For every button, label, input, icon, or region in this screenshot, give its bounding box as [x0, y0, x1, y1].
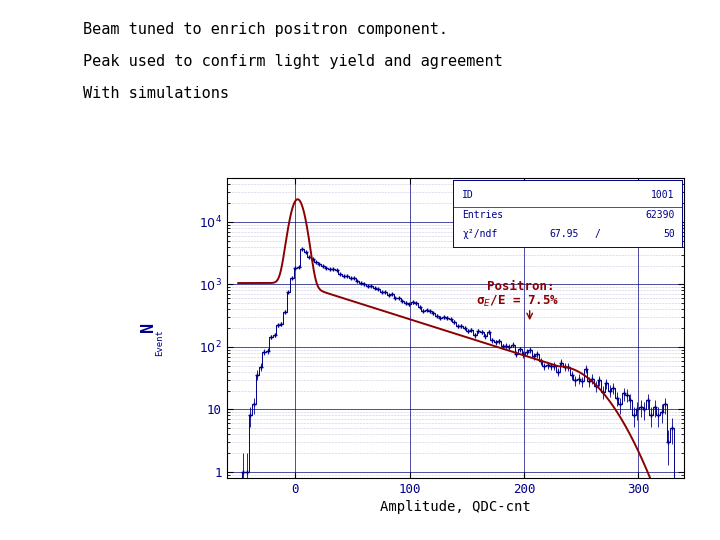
- Text: σ$_{E}$/E = 7.5%: σ$_{E}$/E = 7.5%: [476, 293, 559, 309]
- Text: Positron:: Positron:: [487, 280, 555, 293]
- Text: N: N: [138, 322, 157, 332]
- Text: With simulations: With simulations: [83, 86, 229, 102]
- Text: Peak used to confirm light yield and agreement: Peak used to confirm light yield and agr…: [83, 54, 503, 69]
- X-axis label: Amplitude, QDC-cnt: Amplitude, QDC-cnt: [380, 500, 531, 514]
- Text: Event: Event: [156, 329, 164, 356]
- Text: Beam tuned to enrich positron component.: Beam tuned to enrich positron component.: [83, 22, 448, 37]
